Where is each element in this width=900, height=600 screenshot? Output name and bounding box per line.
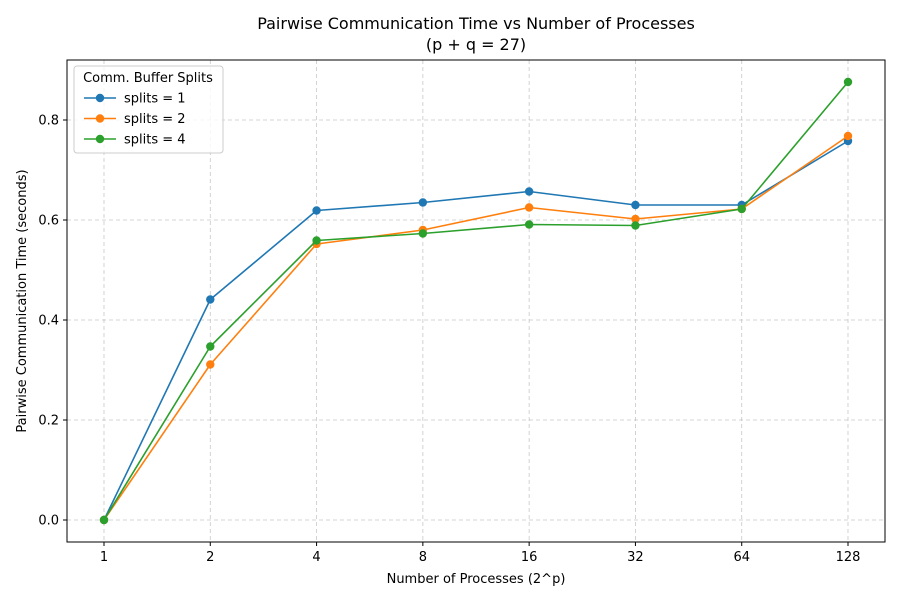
y-tick-label: 0.0 xyxy=(38,514,59,529)
series-3-point xyxy=(418,229,428,238)
series-2-point xyxy=(843,131,853,141)
x-tick-label: 32 xyxy=(627,550,644,565)
legend-entry-label: splits = 2 xyxy=(124,112,186,127)
legend-title: Comm. Buffer Splits xyxy=(83,71,213,86)
chart-title-line1: Pairwise Communication Time vs Number of… xyxy=(257,14,695,33)
y-axis-label: Pairwise Communication Time (seconds) xyxy=(15,169,30,432)
y-axis-ticks: 0.0 0.2 0.4 0.6 0.8 xyxy=(38,114,67,529)
series-2-point xyxy=(206,360,215,369)
series-3-point xyxy=(206,342,215,351)
legend-swatch-marker xyxy=(95,134,105,144)
series-3-point xyxy=(843,77,853,87)
series-3-point xyxy=(312,236,321,245)
y-tick-label: 0.6 xyxy=(38,214,59,229)
plot-frame xyxy=(66,59,886,543)
y-tick-label: 0.8 xyxy=(38,114,59,129)
legend-swatch-marker xyxy=(95,93,105,103)
legend-swatch-marker xyxy=(95,114,105,123)
x-tick-label: 128 xyxy=(836,550,861,565)
y-tick-label: 0.2 xyxy=(38,414,59,429)
series-3-point xyxy=(737,204,746,214)
legend-entry-label: splits = 1 xyxy=(124,92,186,107)
x-tick-label: 1 xyxy=(100,550,108,565)
x-tick-label: 8 xyxy=(419,550,427,565)
series-1-point xyxy=(524,187,534,196)
x-axis-ticks: 1 2 4 8 16 32 64 128 xyxy=(100,542,861,565)
series-1-point xyxy=(312,206,321,215)
series-1-point xyxy=(206,295,215,304)
series-2-point xyxy=(631,214,640,224)
series-line-3 xyxy=(103,81,849,521)
legend-box xyxy=(73,65,224,154)
x-tick-label: 4 xyxy=(312,550,320,565)
series-line-2 xyxy=(103,135,849,521)
series-line-1 xyxy=(103,140,849,521)
series-2-point xyxy=(524,203,534,212)
series-1-point xyxy=(631,200,640,210)
y-tick-label: 0.4 xyxy=(38,314,59,329)
x-tick-label: 2 xyxy=(206,550,214,565)
legend-entry-label: splits = 4 xyxy=(124,133,186,148)
legend: Comm. Buffer Splits splits = 1 splits = 2… xyxy=(73,65,224,154)
x-tick-label: 16 xyxy=(521,550,538,565)
chart-title-line2: (p + q = 27) xyxy=(426,35,526,54)
series-1-point xyxy=(418,198,428,207)
series-3-point xyxy=(99,515,109,525)
series-3-point xyxy=(631,221,640,230)
series-group xyxy=(99,77,853,525)
x-tick-label: 64 xyxy=(733,550,750,565)
series-3-point xyxy=(524,220,534,229)
legend-items: splits = 1 splits = 2 splits = 4 xyxy=(84,92,186,148)
x-axis-label: Number of Processes (2^p) xyxy=(387,572,566,587)
